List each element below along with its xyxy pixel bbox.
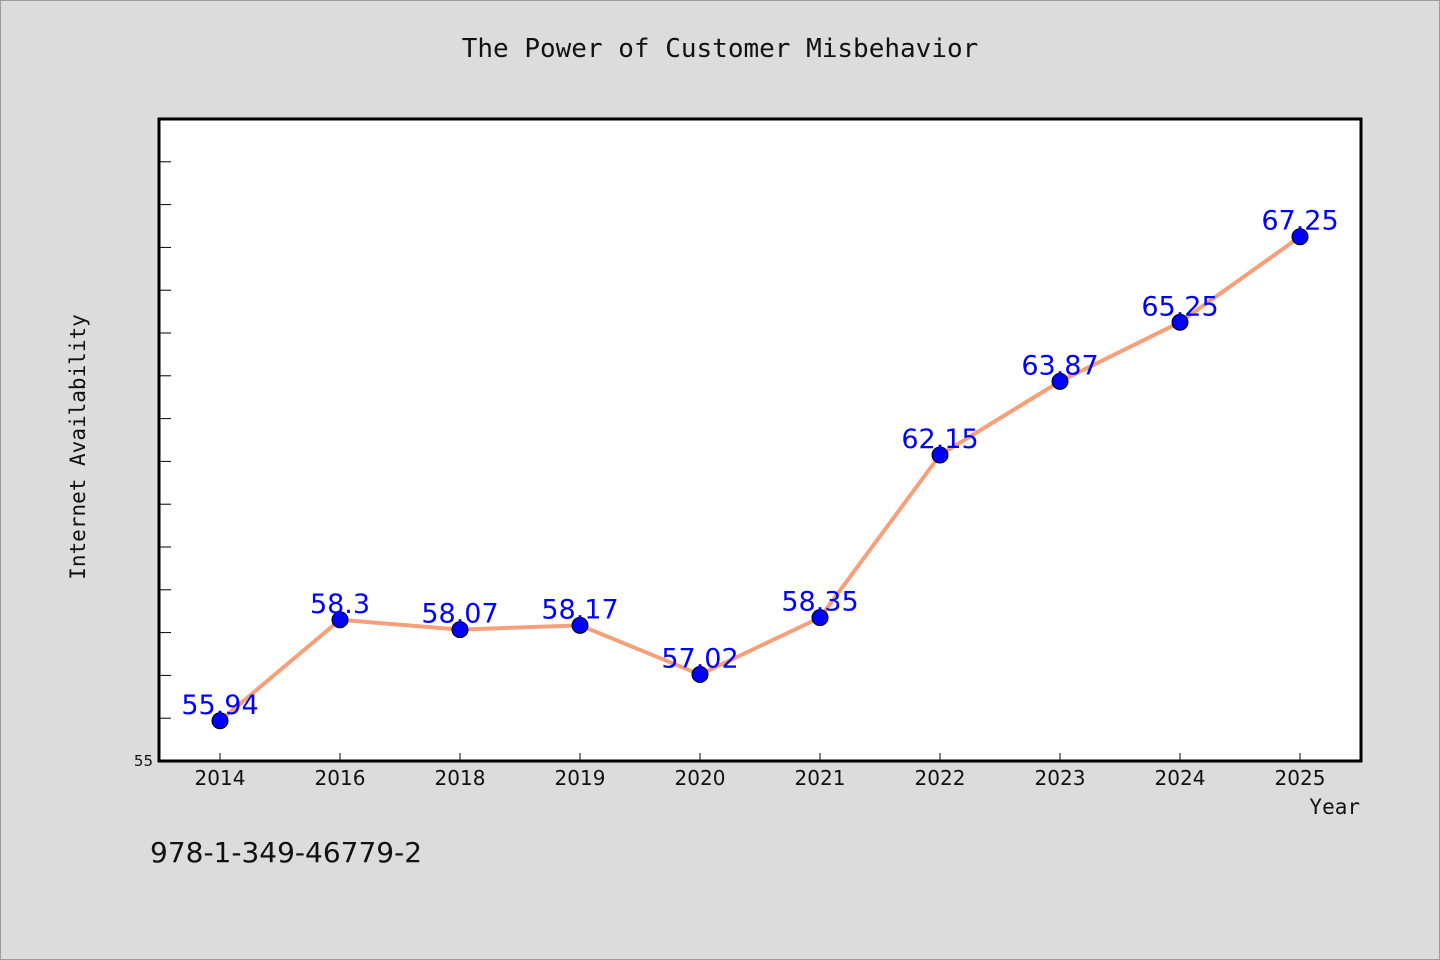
data-label: 65.25 [1141, 291, 1218, 322]
data-label: 58.35 [781, 587, 858, 618]
x-tick-label: 2016 [315, 766, 366, 790]
x-tick-label: 2022 [915, 766, 966, 790]
x-tick-label: 2023 [1035, 766, 1086, 790]
x-tick-label: 2020 [675, 766, 726, 790]
data-label: 58.17 [541, 594, 618, 625]
data-point-marker [691, 666, 709, 684]
series-line-layer [218, 234, 1302, 723]
data-point-marker [211, 712, 229, 730]
data-point-marker [1051, 372, 1069, 390]
plot-area [157, 117, 1363, 763]
data-point-marker [571, 616, 589, 634]
x-tick-label: 2019 [555, 766, 606, 790]
chart-title: The Power of Customer Misbehavior [461, 34, 979, 64]
x-tick-label: 2018 [435, 766, 486, 790]
data-label: 58.3 [310, 589, 370, 620]
x-tick-label: 2014 [195, 766, 246, 790]
data-point-marker [331, 611, 349, 629]
x-tick-label: 2025 [1275, 766, 1326, 790]
data-point-marker [451, 621, 469, 639]
data-label: 55.94 [181, 690, 258, 721]
y-axis-label: Internet Availability [66, 314, 90, 580]
isbn-code: 978-1-349-46779-2 [150, 836, 423, 869]
y-tick-label: 55 [134, 752, 153, 770]
data-label: 62.15 [901, 424, 978, 455]
data-label: 58.07 [421, 599, 498, 630]
data-point-marker [1171, 313, 1189, 331]
x-tick-label: 2021 [795, 766, 846, 790]
marker-layer [211, 228, 1309, 730]
series-line [218, 234, 1302, 723]
data-label: 63.87 [1021, 350, 1098, 381]
x-tick-label: 2024 [1155, 766, 1206, 790]
data-label: 57.02 [661, 644, 738, 675]
data-label-layer: 55.94 58.3 58.07 58.17 57.02 58.35 62.15 63.87 6… [181, 206, 1338, 721]
data-label: 67.25 [1261, 206, 1338, 237]
data-point-marker [811, 609, 829, 627]
tick-layer: 55 2014 2016 2018 2019 2020 2021 2022 2023 2024 20… [134, 161, 1326, 790]
data-point-marker [1291, 228, 1309, 246]
data-point-marker [931, 446, 949, 464]
x-axis-label: Year [1309, 795, 1360, 819]
